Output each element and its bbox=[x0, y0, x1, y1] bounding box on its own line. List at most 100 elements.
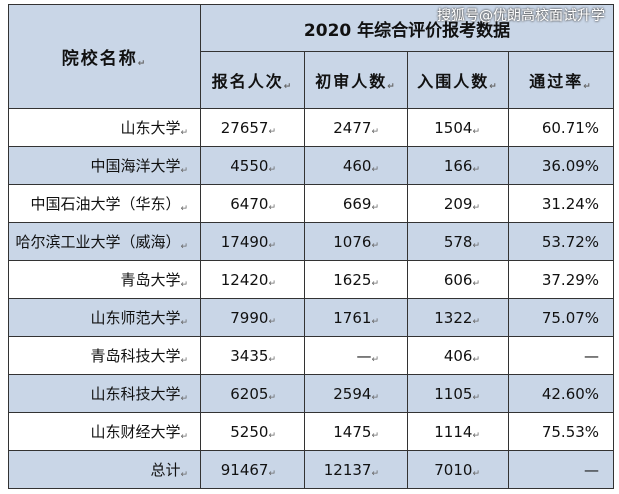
applicants-value: 3435 bbox=[230, 346, 269, 365]
applicants-cell: 17490↵ bbox=[200, 222, 305, 261]
initial-cell: —↵ bbox=[304, 336, 408, 375]
applicants-value: 6470 bbox=[230, 194, 269, 213]
rate-column-label: 通过率 bbox=[529, 72, 584, 91]
rate-cell: — bbox=[507, 450, 615, 489]
school-name-cell: 山东大学↵ bbox=[8, 108, 201, 147]
school-name: 青岛科技大学 bbox=[90, 347, 181, 365]
initial-value: 1475 bbox=[333, 422, 372, 441]
initial-value: 1625 bbox=[333, 270, 372, 289]
shortlisted-cell: 1504↵ bbox=[407, 108, 509, 147]
rate-value: 36.09% bbox=[541, 156, 600, 175]
school-name-cell: 中国石油大学（华东）↵ bbox=[8, 184, 201, 223]
school-name: 山东大学 bbox=[120, 119, 181, 137]
table-row: 哈尔滨工业大学（威海）↵ 17490↵ 1076↵ 578↵ 53.72% bbox=[8, 222, 615, 261]
rate-value: 75.53% bbox=[541, 422, 600, 441]
school-name-cell: 哈尔滨工业大学（威海）↵ bbox=[8, 222, 201, 261]
rate-cell: 53.72% bbox=[507, 222, 615, 261]
rate-value: 60.71% bbox=[541, 118, 600, 137]
applicants-value: 12420 bbox=[220, 270, 269, 289]
initial-cell: 1761↵ bbox=[304, 298, 408, 337]
shortlisted-value: 1322 bbox=[434, 308, 473, 327]
initial-value: 2477 bbox=[333, 118, 372, 137]
school-name-cell: 山东师范大学↵ bbox=[8, 298, 201, 337]
rate-value: 37.29% bbox=[541, 270, 600, 289]
rate-value: 42.60% bbox=[541, 384, 600, 403]
shortlisted-cell: 7010↵ bbox=[407, 450, 509, 489]
initial-value: 2594 bbox=[333, 384, 372, 403]
rate-cell: 75.53% bbox=[507, 412, 615, 451]
shortlisted-value: 166 bbox=[443, 156, 473, 175]
table-row: 山东财经大学↵ 5250↵ 1475↵ 1114↵ 75.53% bbox=[8, 412, 615, 451]
applicants-column-header: 报名人次↵ bbox=[200, 51, 305, 109]
year-title: 2020 年综合评价报考数据 bbox=[199, 4, 615, 52]
shortlisted-cell: 1114↵ bbox=[407, 412, 509, 451]
initial-value: 1761 bbox=[333, 308, 372, 327]
initial-cell: 2477↵ bbox=[304, 108, 408, 147]
rate-cell: 42.60% bbox=[507, 374, 615, 413]
rate-value: — bbox=[584, 346, 600, 365]
applicants-value: 27657 bbox=[220, 118, 269, 137]
table-row: 山东大学↵ 27657↵ 2477↵ 1504↵ 60.71% bbox=[8, 108, 615, 147]
applicants-cell: 27657↵ bbox=[200, 108, 305, 147]
shortlisted-value: 1504 bbox=[434, 118, 473, 137]
school-name-cell: 青岛大学↵ bbox=[8, 260, 201, 299]
table-row: 青岛科技大学↵ 3435↵ —↵ 406↵ — bbox=[8, 336, 615, 375]
school-name-cell: 中国海洋大学↵ bbox=[8, 146, 201, 185]
shortlisted-value: 406 bbox=[443, 346, 473, 365]
admission-data-table: 院校名称↵ 2020 年综合评价报考数据 报名人次↵ 初审人数↵ 入围人数↵ 通… bbox=[8, 4, 615, 489]
shortlisted-value: 578 bbox=[443, 232, 473, 251]
applicants-cell: 91467↵ bbox=[200, 450, 305, 489]
rate-column-header: 通过率↵ bbox=[507, 51, 615, 109]
applicants-value: 17490 bbox=[220, 232, 269, 251]
rate-value: — bbox=[584, 460, 600, 479]
applicants-cell: 5250↵ bbox=[200, 412, 305, 451]
rate-cell: 60.71% bbox=[507, 108, 615, 147]
school-column-header: 院校名称↵ bbox=[8, 4, 201, 109]
initial-cell: 460↵ bbox=[304, 146, 408, 185]
shortlisted-column-header: 入围人数↵ bbox=[407, 51, 509, 109]
applicants-value: 7990 bbox=[230, 308, 269, 327]
school-name: 中国海洋大学 bbox=[90, 157, 181, 175]
shortlisted-cell: 578↵ bbox=[407, 222, 509, 261]
rate-value: 75.07% bbox=[541, 308, 600, 327]
initial-column-header: 初审人数↵ bbox=[304, 51, 408, 109]
initial-value: — bbox=[356, 346, 372, 365]
school-name: 山东科技大学 bbox=[90, 385, 181, 403]
initial-value: 460 bbox=[342, 156, 372, 175]
initial-value: 1076 bbox=[333, 232, 372, 251]
table-row: 中国海洋大学↵ 4550↵ 460↵ 166↵ 36.09% bbox=[8, 146, 615, 185]
table-row: 中国石油大学（华东）↵ 6470↵ 669↵ 209↵ 31.24% bbox=[8, 184, 615, 223]
shortlisted-cell: 166↵ bbox=[407, 146, 509, 185]
table-body: 山东大学↵ 27657↵ 2477↵ 1504↵ 60.71% 中国海洋大学↵ 4550↵ 4… bbox=[8, 108, 615, 489]
initial-column-label: 初审人数 bbox=[315, 72, 388, 91]
school-column-header-label: 院校名称 bbox=[61, 49, 138, 69]
initial-cell: 2594↵ bbox=[304, 374, 408, 413]
applicants-cell: 4550↵ bbox=[200, 146, 305, 185]
rate-cell: 36.09% bbox=[507, 146, 615, 185]
applicants-cell: 6470↵ bbox=[200, 184, 305, 223]
initial-cell: 1625↵ bbox=[304, 260, 408, 299]
school-name: 哈尔滨工业大学（威海） bbox=[15, 233, 181, 251]
applicants-value: 6205 bbox=[230, 384, 269, 403]
applicants-cell: 7990↵ bbox=[200, 298, 305, 337]
school-name-cell: 山东财经大学↵ bbox=[8, 412, 201, 451]
header-row-top: 院校名称↵ 2020 年综合评价报考数据 bbox=[8, 4, 615, 109]
shortlisted-cell: 209↵ bbox=[407, 184, 509, 223]
initial-cell: 1475↵ bbox=[304, 412, 408, 451]
initial-cell: 669↵ bbox=[304, 184, 408, 223]
applicants-cell: 6205↵ bbox=[200, 374, 305, 413]
shortlisted-value: 209 bbox=[443, 194, 473, 213]
sohu-watermark: 搜狐号@优朗高校面试升学 bbox=[437, 8, 605, 24]
shortlisted-value: 1105 bbox=[434, 384, 473, 403]
initial-value: 669 bbox=[342, 194, 372, 213]
year-title-label: 2020 年综合评价报考数据 bbox=[303, 20, 511, 41]
school-name: 总计 bbox=[150, 461, 181, 479]
school-name-cell: 青岛科技大学↵ bbox=[8, 336, 201, 375]
shortlisted-cell: 1105↵ bbox=[407, 374, 509, 413]
shortlisted-cell: 606↵ bbox=[407, 260, 509, 299]
rate-cell: 75.07% bbox=[507, 298, 615, 337]
applicants-column-label: 报名人次 bbox=[211, 72, 284, 91]
school-name: 青岛大学 bbox=[120, 271, 181, 289]
shortlisted-value: 7010 bbox=[434, 460, 473, 479]
rate-value: 53.72% bbox=[541, 232, 600, 251]
